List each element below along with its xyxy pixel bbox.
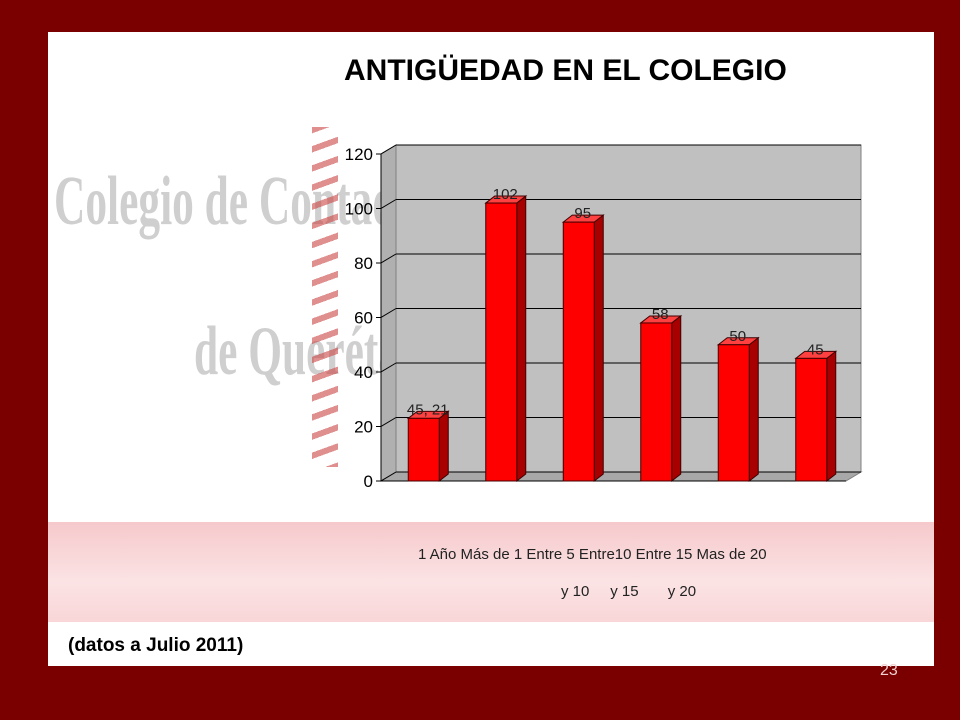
gridline-diagonal: [380, 144, 397, 155]
gridline-diagonal: [380, 253, 397, 264]
bar: [485, 202, 518, 482]
bar: [795, 357, 828, 482]
bar: [407, 417, 440, 482]
y-tick-label: 40: [354, 363, 373, 382]
data-label: 45: [807, 341, 824, 358]
watermark-emblem: [312, 127, 338, 467]
bar-side: [826, 350, 837, 483]
bar-side: [516, 195, 527, 483]
bar-chart: 0 20 40 60 80 100 120 45, 21 102 95 58 50 45: [345, 144, 863, 491]
gridline-diagonal: [380, 308, 397, 318]
gridline-diagonal: [380, 417, 397, 427]
data-label: 102: [493, 186, 518, 203]
data-label: 95: [574, 205, 591, 222]
gridline-diagonal: [380, 471, 397, 482]
chart-title: ANTIGÜEDAD EN EL COLEGIO: [344, 54, 787, 87]
y-tick-label: 20: [354, 418, 373, 437]
category-labels-row-2: y 10 y 15 y 20: [561, 583, 697, 600]
footnote: (datos a Julio 2011): [68, 635, 244, 656]
y-tick-label: 100: [345, 200, 373, 219]
page-number: 23: [880, 662, 898, 679]
bar-side: [593, 214, 604, 483]
data-label: 58: [652, 306, 669, 323]
bar: [562, 221, 595, 482]
data-label: 45, 21: [407, 401, 449, 418]
slide: Colegio de Contadores Públicos de Querét…: [48, 32, 934, 666]
bar: [717, 344, 750, 482]
plot-floor: [379, 471, 863, 482]
y-tick-label: 60: [354, 309, 373, 328]
gridline-diagonal: [380, 199, 397, 209]
bar: [640, 322, 673, 482]
gridline-diagonal: [380, 362, 397, 373]
bar-side: [438, 410, 449, 483]
y-tick-label: 0: [364, 472, 373, 491]
y-tick-label: 80: [354, 254, 373, 273]
data-label: 50: [729, 328, 746, 345]
bar-side: [748, 336, 759, 483]
category-labels-row-1: 1 Año Más de 1 Entre 5 Entre10 Entre 15 …: [418, 546, 767, 563]
y-tick-label: 120: [345, 145, 373, 164]
pink-band: [48, 522, 934, 622]
bar-side: [671, 314, 682, 483]
